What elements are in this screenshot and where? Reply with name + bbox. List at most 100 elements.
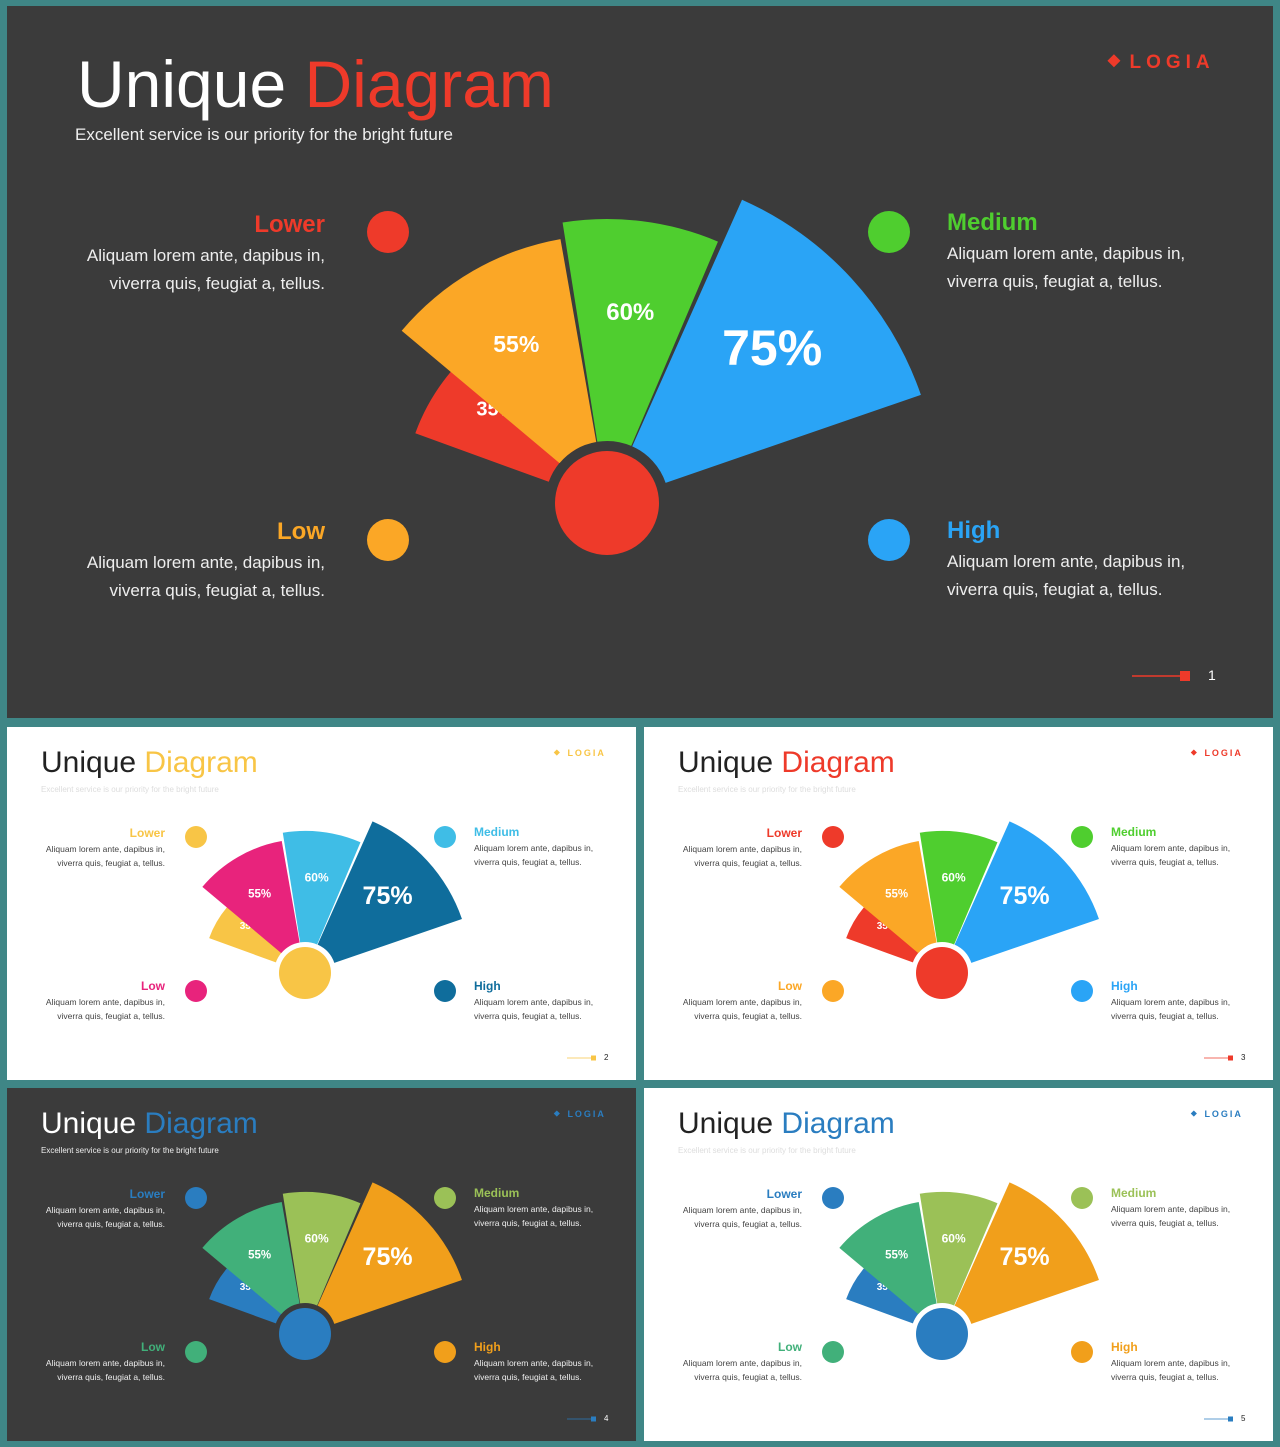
label-high: High [1111, 979, 1138, 993]
page-number: 3 [1241, 1053, 1246, 1062]
desc-medium: Aliquam lorem ante, dapibus in, viverra … [1111, 843, 1231, 867]
wedge-label-55: 55% [885, 1249, 908, 1261]
logo-diamond-icon: ■ [551, 1107, 564, 1121]
center-circle [916, 947, 968, 999]
diagram: 35%55%60%75% [185, 1182, 596, 1422]
wedge-60 [919, 831, 998, 945]
title-word-1: Unique [678, 746, 774, 779]
dot-low [822, 1341, 844, 1363]
label-medium: Medium [1111, 825, 1157, 839]
wedge-55 [839, 841, 937, 954]
wedge-label-55: 55% [885, 888, 908, 900]
page-indicator-square [591, 1416, 596, 1422]
desc-high: Aliquam lorem ante, dapibus in, viverra … [474, 1358, 594, 1382]
slide-1: 35%55%60%75% Unique Diagram Excellent se… [7, 6, 1273, 718]
desc-high: Aliquam lorem ante, dapibus in, viverra … [474, 997, 594, 1021]
wedge-75 [632, 199, 921, 483]
wedge-label-60: 60% [305, 871, 329, 885]
dot-high [868, 519, 910, 561]
logo: ■LOGIA [552, 747, 606, 759]
dot-low [185, 980, 207, 1002]
label-low: Low [778, 1340, 802, 1354]
logo: ■LOGIA [1102, 49, 1215, 76]
title-word-2: Diagram [781, 1107, 895, 1140]
desc-medium: Aliquam lorem ante, dapibus in, viverra … [1111, 1204, 1231, 1228]
center-circle [916, 1308, 968, 1360]
logo-diamond-icon: ■ [1188, 746, 1201, 760]
logo-text: LOGIA [1204, 1109, 1243, 1119]
logo-text: LOGIA [1204, 748, 1243, 758]
desc-lower: Aliquam lorem ante, dapibus in, viverra … [86, 246, 325, 293]
page-number: 4 [604, 1414, 609, 1423]
label-high: High [474, 1340, 501, 1354]
dot-high [1071, 980, 1093, 1002]
slide-subtitle: Excellent service is our priority for th… [678, 785, 856, 794]
wedge-label-75: 75% [722, 320, 822, 376]
desc-lower: Aliquam lorem ante, dapibus in, viverra … [682, 844, 802, 868]
title-word-1: Unique [41, 746, 137, 779]
label-high: High [1111, 1340, 1138, 1354]
dot-high [434, 1341, 456, 1363]
desc-medium: Aliquam lorem ante, dapibus in, viverra … [947, 244, 1186, 291]
title-word-1: Unique [678, 1107, 774, 1140]
wedge-75 [954, 1182, 1099, 1324]
wedge-75 [954, 821, 1099, 963]
slide-title: Unique Diagram [678, 1107, 895, 1141]
slide-title: Unique Diagram [41, 746, 258, 780]
slide-subtitle: Excellent service is our priority for th… [75, 125, 453, 144]
page-number: 1 [1208, 667, 1216, 683]
desc-high: Aliquam lorem ante, dapibus in, viverra … [1111, 1358, 1231, 1382]
page-indicator-square [1228, 1416, 1233, 1422]
slide-title: Unique Diagram [77, 46, 554, 122]
dot-medium [1071, 1187, 1093, 1209]
label-lower: Lower [766, 1187, 802, 1201]
desc-low: Aliquam lorem ante, dapibus in, viverra … [45, 997, 165, 1021]
slide-title: Unique Diagram [41, 1107, 258, 1141]
dot-medium [434, 826, 456, 848]
label-lower: Lower [129, 826, 165, 840]
page-indicator-square [591, 1055, 596, 1061]
wedge-60 [282, 831, 361, 945]
wedge-60 [562, 219, 718, 446]
slide-subtitle: Excellent service is our priority for th… [678, 1146, 856, 1155]
slide-4: 35% 55% 60% 75% Unique Diagram Excellent se… [7, 1088, 636, 1441]
diagram: 35%55%60%75% [367, 199, 1190, 681]
desc-low: Aliquam lorem ante, dapibus in, viverra … [682, 1358, 802, 1382]
title-word-2: Diagram [144, 1107, 258, 1140]
slide-5: 35% 55% 60% 75% Unique Diagram Excellent se… [644, 1088, 1273, 1441]
wedge-55 [839, 1202, 937, 1315]
logo-text: LOGIA [1129, 52, 1215, 73]
title-word-1: Unique [77, 47, 287, 121]
label-lower: Lower [254, 211, 325, 238]
slide-subtitle: Excellent service is our priority for th… [41, 1146, 219, 1155]
diagram: 35%55%60%75% [822, 1182, 1233, 1422]
wedge-label-60: 60% [606, 299, 654, 326]
desc-low: Aliquam lorem ante, dapibus in, viverra … [86, 553, 325, 600]
label-low: Low [141, 1340, 165, 1354]
desc-medium: Aliquam lorem ante, dapibus in, viverra … [474, 1204, 594, 1228]
wedge-label-55: 55% [493, 331, 539, 357]
label-medium: Medium [474, 825, 520, 839]
dot-lower [822, 826, 844, 848]
wedge-label-75: 75% [363, 882, 413, 910]
wedge-55 [202, 841, 300, 954]
desc-low: Aliquam lorem ante, dapibus in, viverra … [682, 997, 802, 1021]
dot-low [822, 980, 844, 1002]
wedge-75 [317, 1182, 462, 1324]
logo: ■LOGIA [1188, 746, 1243, 760]
desc-lower: Aliquam lorem ante, dapibus in, viverra … [45, 1205, 165, 1229]
label-lower: Lower [766, 826, 802, 840]
dot-high [434, 980, 456, 1002]
dot-low [185, 1341, 207, 1363]
center-circle [555, 451, 659, 555]
title-word-2: Diagram [781, 746, 895, 779]
wedge-label-55: 55% [248, 1249, 271, 1261]
label-medium: Medium [947, 209, 1038, 236]
center-circle [279, 947, 331, 999]
wedge-label-55: 55% [248, 888, 271, 900]
title-word-2: Diagram [304, 47, 554, 121]
wedge-75 [317, 821, 462, 963]
wedge-label-60: 60% [942, 871, 966, 885]
logo: ■LOGIA [1189, 1108, 1243, 1120]
title-word-2: Diagram [144, 746, 258, 779]
